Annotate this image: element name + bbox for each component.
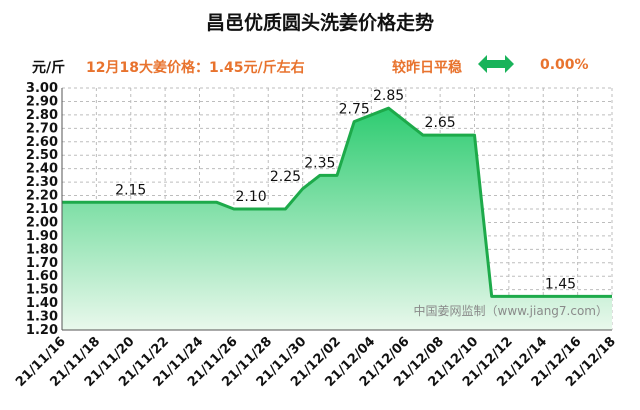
y-tick-label: 2.90: [26, 94, 58, 109]
double-arrow-icon: [478, 55, 514, 73]
trend-label: 较昨日平稳: [392, 60, 462, 76]
y-tick-label: 1.70: [26, 256, 58, 271]
y-tick-label: 2.00: [26, 215, 58, 230]
y-tick-label: 2.30: [26, 175, 58, 190]
area-layer: [62, 106, 612, 330]
y-tick-label: 2.50: [26, 148, 58, 163]
watermark: 中国姜网监制（www.jiang7.com）: [414, 303, 608, 318]
data-label: 2.85: [373, 88, 404, 104]
y-tick-label: 3.00: [26, 81, 58, 96]
y-tick-label: 1.40: [26, 296, 58, 311]
data-label: 2.75: [339, 102, 370, 118]
y-tick-label: 2.10: [26, 202, 58, 217]
price-series-line: [62, 106, 612, 298]
price-area-fill: [62, 108, 612, 330]
unit-label: 元/斤: [32, 60, 66, 76]
change-percent: 0.00%: [540, 57, 589, 73]
y-tick-label: 2.60: [26, 135, 58, 150]
y-tick-label: 1.50: [26, 283, 58, 298]
chart-title: 昌邑优质圆头洗姜价格走势: [205, 12, 434, 34]
y-tick-label: 2.40: [26, 162, 58, 177]
y-tick-label: 1.60: [26, 269, 58, 284]
data-label: 2.10: [235, 189, 266, 205]
y-tick-label: 2.80: [26, 108, 58, 123]
data-label: 2.35: [304, 155, 335, 171]
y-tick-label: 1.90: [26, 229, 58, 244]
y-tick-label: 1.30: [26, 310, 58, 325]
y-tick-label: 1.80: [26, 242, 58, 257]
axes: [61, 88, 612, 331]
data-labels: 2.15 2.102.252.35 2.752.85 2.65 1.45: [115, 88, 576, 292]
data-label: 1.45: [545, 276, 576, 292]
y-tick-label: 1.20: [26, 323, 58, 338]
price-info: 12月18大姜价格：1.45元/斤左右: [86, 60, 305, 76]
y-tick-labels: 1.201.301.401.501.601.701.801.902.002.10…: [26, 81, 58, 338]
data-label: 2.65: [425, 115, 456, 131]
y-tick-label: 2.20: [26, 189, 58, 204]
x-tick-labels: 21/11/1621/11/1821/11/2021/11/2221/11/24…: [13, 334, 619, 390]
y-tick-label: 2.70: [26, 121, 58, 136]
data-label: 2.15: [115, 182, 146, 198]
data-label: 2.25: [270, 169, 301, 185]
